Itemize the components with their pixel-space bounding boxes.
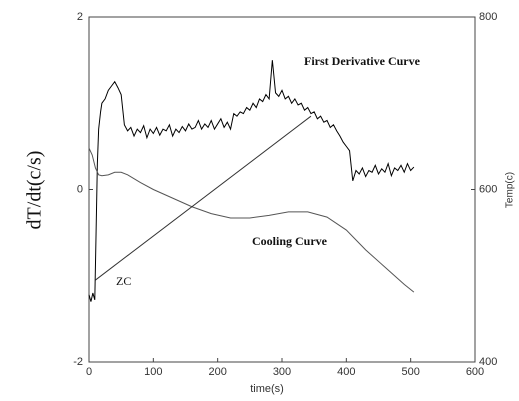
y-tick-label: 2	[77, 11, 83, 23]
y2-tick-label: 800	[479, 11, 497, 23]
x-axis-label: time(s)	[250, 383, 284, 395]
x-tick-label: 0	[86, 366, 92, 378]
y2-axis-label: Temp(c)	[505, 172, 516, 208]
plot-frame	[88, 16, 476, 363]
x-tick-label: 100	[144, 366, 162, 378]
x-tick-label: 300	[273, 366, 291, 378]
annotation: First Derivative Curve	[304, 54, 421, 68]
series-line	[88, 60, 415, 302]
annotation: ZC	[116, 274, 131, 288]
series-line	[95, 115, 312, 281]
y2-tick-label: 600	[479, 183, 497, 195]
x-tick-label: 600	[466, 366, 484, 378]
y-tick-label: 0	[77, 183, 83, 195]
series-line	[88, 147, 415, 293]
x-tick-label: 200	[208, 366, 226, 378]
y-axis-label: dT/dt(c/s)	[24, 151, 46, 230]
y2-tick-label: 400	[479, 356, 497, 368]
x-tick-label: 400	[337, 366, 355, 378]
x-tick-label: 500	[401, 366, 419, 378]
y-tick-label: -2	[73, 356, 83, 368]
annotation: Cooling Curve	[252, 234, 328, 248]
